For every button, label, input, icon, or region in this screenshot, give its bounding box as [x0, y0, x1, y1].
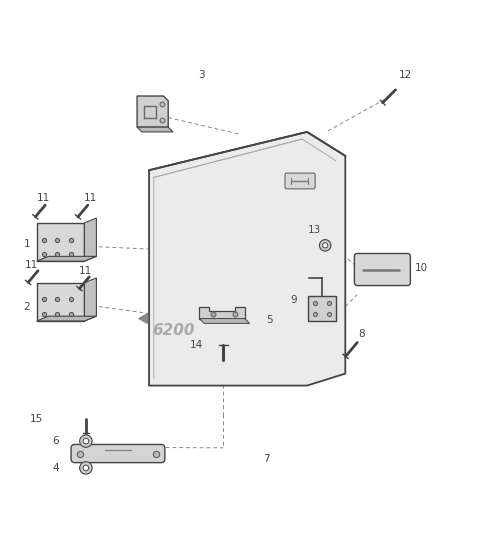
Text: 4: 4: [52, 463, 59, 473]
FancyBboxPatch shape: [354, 253, 410, 285]
FancyBboxPatch shape: [285, 173, 315, 189]
Text: 6200: 6200: [152, 323, 194, 338]
FancyBboxPatch shape: [71, 445, 165, 463]
Text: 8: 8: [359, 329, 365, 339]
Polygon shape: [84, 278, 96, 321]
Text: 11: 11: [37, 193, 50, 203]
Text: 1: 1: [24, 239, 30, 250]
Text: 2: 2: [24, 301, 30, 312]
Circle shape: [320, 240, 331, 251]
Circle shape: [80, 462, 92, 474]
Text: 13: 13: [308, 225, 321, 235]
Circle shape: [80, 435, 92, 447]
Text: 12: 12: [398, 71, 412, 80]
Circle shape: [83, 465, 89, 471]
Polygon shape: [137, 127, 173, 132]
Circle shape: [323, 243, 328, 248]
Polygon shape: [199, 318, 250, 323]
Polygon shape: [308, 296, 336, 321]
Text: 6: 6: [52, 436, 59, 446]
Text: 11: 11: [84, 193, 97, 203]
Text: 14: 14: [189, 340, 203, 350]
Polygon shape: [137, 96, 168, 127]
Text: 11: 11: [25, 260, 38, 270]
Polygon shape: [199, 306, 245, 318]
Polygon shape: [36, 256, 96, 261]
Text: 3: 3: [198, 71, 205, 80]
Text: 7: 7: [263, 454, 270, 464]
Text: 5: 5: [266, 315, 273, 325]
Text: 11: 11: [79, 266, 93, 276]
Polygon shape: [36, 316, 96, 321]
Polygon shape: [84, 218, 96, 261]
Circle shape: [83, 438, 89, 444]
Polygon shape: [36, 283, 84, 321]
Polygon shape: [36, 223, 84, 261]
Text: 9: 9: [291, 295, 298, 305]
Polygon shape: [149, 132, 345, 386]
Text: 10: 10: [414, 263, 428, 273]
Text: 15: 15: [30, 414, 43, 424]
